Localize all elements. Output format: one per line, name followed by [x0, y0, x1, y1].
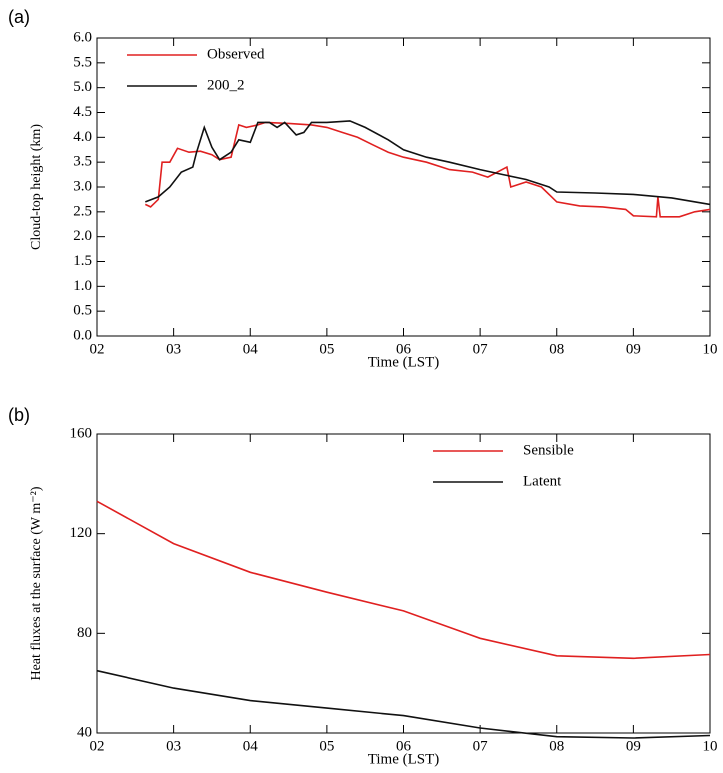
x-tick-label: 08: [549, 738, 564, 754]
y-tick-label: 0.0: [73, 327, 92, 343]
y-tick-label: 1.5: [73, 253, 92, 269]
legend-label: Latent: [523, 473, 562, 489]
y-axis-label: Cloud-top height (km): [29, 124, 44, 250]
data-line: [144, 121, 711, 218]
x-tick-label: 06: [396, 341, 412, 357]
x-tick-label: 03: [166, 341, 181, 357]
x-axis-label: Time (LST): [368, 354, 440, 370]
y-tick-label: 160: [70, 425, 93, 441]
y-tick-label: 0.5: [73, 303, 92, 319]
y-tick-label: 80: [77, 625, 92, 641]
x-tick-label: 04: [243, 341, 259, 357]
y-tick-label: 40: [77, 724, 92, 740]
x-tick-label: 03: [166, 738, 181, 754]
data-line: [145, 120, 711, 206]
x-tick-label: 02: [90, 738, 105, 754]
y-tick-label: 6.0: [73, 29, 92, 45]
x-tick-label: 08: [549, 341, 564, 357]
y-tick-label: 5.0: [73, 79, 92, 95]
x-tick-label: 02: [90, 341, 105, 357]
y-tick-label: 3.0: [73, 178, 92, 194]
x-tick-label: 06: [396, 738, 412, 754]
x-tick-label: 07: [473, 738, 489, 754]
x-tick-label: 04: [243, 738, 259, 754]
data-line: [96, 500, 711, 660]
legend-label: Sensible: [523, 442, 574, 458]
x-tick-label: 05: [319, 341, 334, 357]
x-axis-label: Time (LST): [368, 751, 440, 767]
x-tick-label: 09: [626, 341, 641, 357]
plot-frame: [96, 433, 711, 734]
panel-label: (a): [8, 7, 30, 27]
legend-label: 200_2: [207, 77, 245, 93]
y-axis-label: Heat fluxes at the surface (W m⁻²): [29, 486, 44, 680]
y-tick-label: 4.0: [73, 129, 92, 145]
plot-frame: [96, 37, 711, 337]
y-tick-label: 2.0: [73, 228, 92, 244]
panel-label: (b): [8, 405, 30, 425]
legend-label: Observed: [207, 46, 265, 62]
y-tick-label: 4.5: [73, 104, 92, 120]
y-tick-label: 120: [70, 525, 93, 541]
x-tick-label: 07: [473, 341, 489, 357]
y-tick-label: 3.5: [73, 154, 92, 170]
x-tick-label: 09: [626, 738, 641, 754]
y-tick-label: 5.5: [73, 54, 92, 70]
y-tick-label: 2.5: [73, 203, 92, 219]
x-tick-label: 05: [319, 738, 334, 754]
x-tick-label: 10: [703, 341, 718, 357]
x-tick-label: 10: [703, 738, 718, 754]
data-line: [96, 669, 711, 739]
y-tick-label: 1.0: [73, 278, 92, 294]
